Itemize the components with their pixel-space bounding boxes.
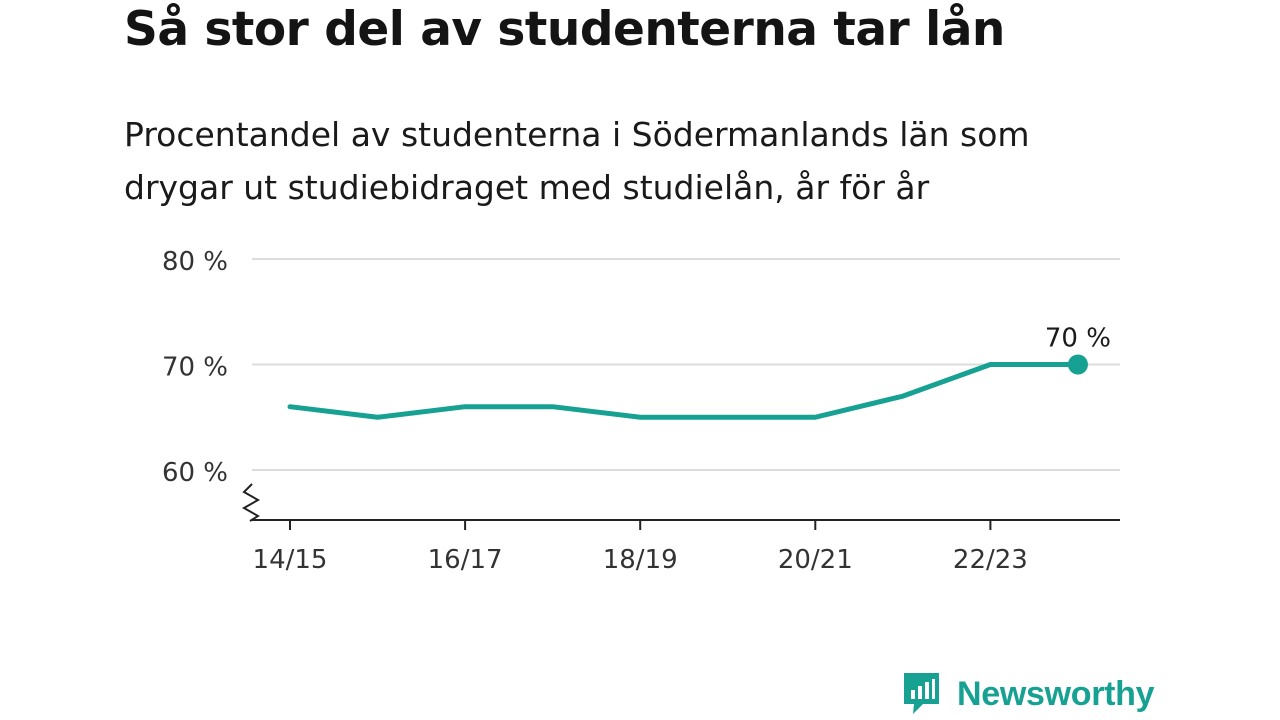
y-tick-label: 70 %	[162, 353, 228, 383]
brand-logo: Newsworthy	[901, 670, 1155, 718]
y-tick-label: 60 %	[162, 458, 228, 488]
subtitle-line-1: Procentandel av studenterna i Södermanla…	[124, 115, 1030, 154]
x-tick-label: 16/17	[428, 545, 503, 575]
x-tick-label: 20/21	[778, 545, 853, 575]
axis-break-mark	[241, 483, 261, 522]
x-tick-label: 18/19	[603, 545, 678, 575]
chart-subtitle: Procentandel av studenterna i Södermanla…	[124, 108, 1124, 214]
newsworthy-chart-bubble-icon	[904, 673, 939, 714]
y-tick-label: 80 %	[162, 247, 228, 277]
chart-title: Så stor del av studenterna tar lån	[124, 2, 1005, 57]
end-point-marker	[1067, 354, 1088, 375]
brand-name: Newsworthy	[957, 674, 1155, 713]
subtitle-line-2: drygar ut studiebidraget med studielån, …	[124, 168, 930, 207]
x-tick-label: 14/15	[253, 545, 328, 575]
series-line	[287, 362, 1081, 420]
x-tick-label: 22/23	[953, 545, 1028, 575]
end-value-label: 70 %	[1045, 324, 1111, 354]
